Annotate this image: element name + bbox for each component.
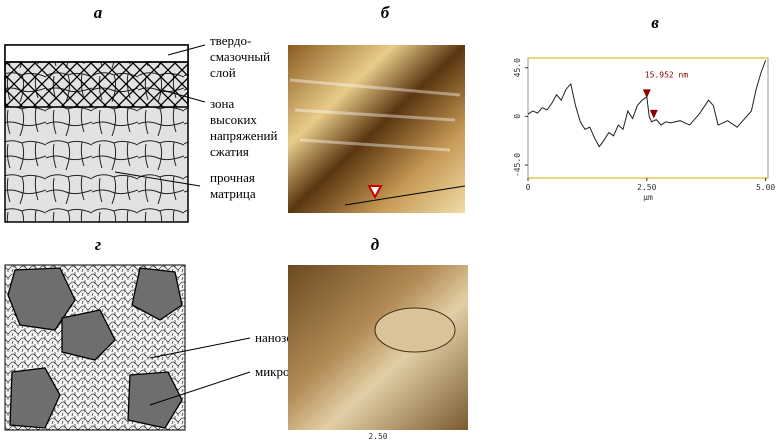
x-tick-label: 5.00 <box>756 183 775 192</box>
text-line: сжатия <box>210 144 249 159</box>
afm-feature <box>375 308 455 352</box>
panel-label: б <box>381 3 391 22</box>
figure: а твердо-смазочныйслой зонавысокихнапряж… <box>0 0 777 442</box>
x-tick-label: 2.50 <box>637 183 656 192</box>
y-tick-label: 0 <box>513 114 522 119</box>
panel-label: в <box>651 13 659 32</box>
panel-label: а <box>94 3 103 22</box>
text-line: смазочный <box>210 49 270 64</box>
text-line: зона <box>210 96 235 111</box>
lubricant-layer <box>5 45 188 62</box>
y-tick-label: 45.0 <box>513 58 522 77</box>
text-line: матрица <box>210 186 256 201</box>
annotation: 15.952 nm <box>645 70 689 79</box>
text-line: напряжений <box>210 128 277 143</box>
x-tick-label: 0 <box>526 183 531 192</box>
marker <box>650 110 658 119</box>
text-line: твердо- <box>210 33 251 48</box>
stress-zone <box>5 62 188 107</box>
afm-image <box>288 265 468 430</box>
x-axis-label: µm <box>643 193 653 202</box>
marker <box>643 89 651 98</box>
profile-chart: -45.0 0 45.0 0 2.50 5.00 µm 15.952 nm <box>513 58 775 202</box>
text-line: высоких <box>210 112 257 127</box>
panel-label: д <box>371 235 380 254</box>
y-tick-label: -45.0 <box>513 153 522 177</box>
panel-label: г <box>95 235 101 254</box>
scale-label: 2.50 <box>368 432 387 441</box>
text-line: прочная <box>210 170 255 185</box>
text-line: слой <box>210 65 236 80</box>
